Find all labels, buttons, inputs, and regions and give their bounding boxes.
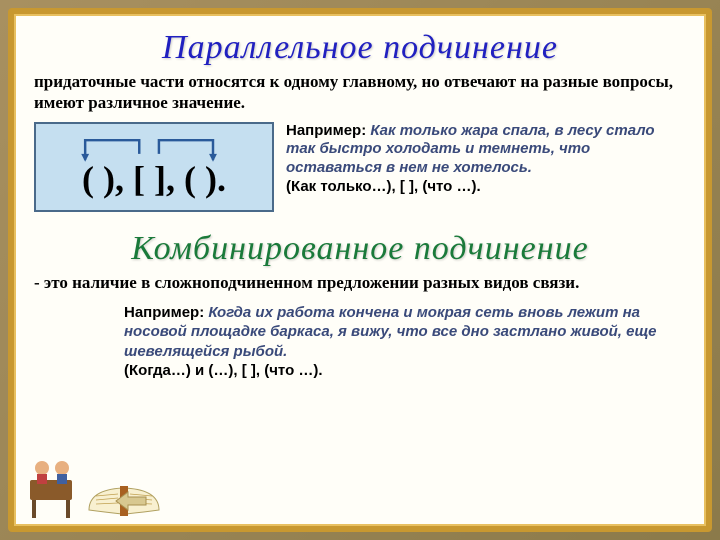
definition-parallel: придаточные части относятся к одному гла… (34, 71, 686, 114)
row-parallel: ( ), [ ], ( ). Например: Как только жара… (34, 122, 686, 212)
example-label-1: Например: (286, 122, 366, 139)
example-scheme-2: (Когда…) и (…), [ ], (что …). (124, 362, 323, 379)
example-text-2: Когда их работа кончена и мокрая сеть вн… (124, 304, 656, 360)
example-label-2: Например: (124, 304, 204, 321)
back-arrow-icon[interactable] (114, 490, 148, 512)
example-parallel: Например: Как только жара спала, в лесу … (286, 122, 686, 212)
desk-decoration-icon (22, 450, 80, 520)
title-combined: Комбинированное подчинение (34, 230, 686, 268)
slide-frame: Параллельное подчинение придаточные част… (8, 8, 712, 532)
definition-combined: - это наличие в сложноподчиненном предло… (34, 272, 686, 293)
diagram-parallel: ( ), [ ], ( ). (34, 122, 274, 212)
example-scheme-1: (Как только…), [ ], (что …). (286, 178, 481, 195)
title-parallel: Параллельное подчинение (34, 29, 686, 67)
diagram-arrows (36, 130, 272, 170)
example-combined: Например: Когда их работа кончена и мокр… (124, 303, 676, 381)
